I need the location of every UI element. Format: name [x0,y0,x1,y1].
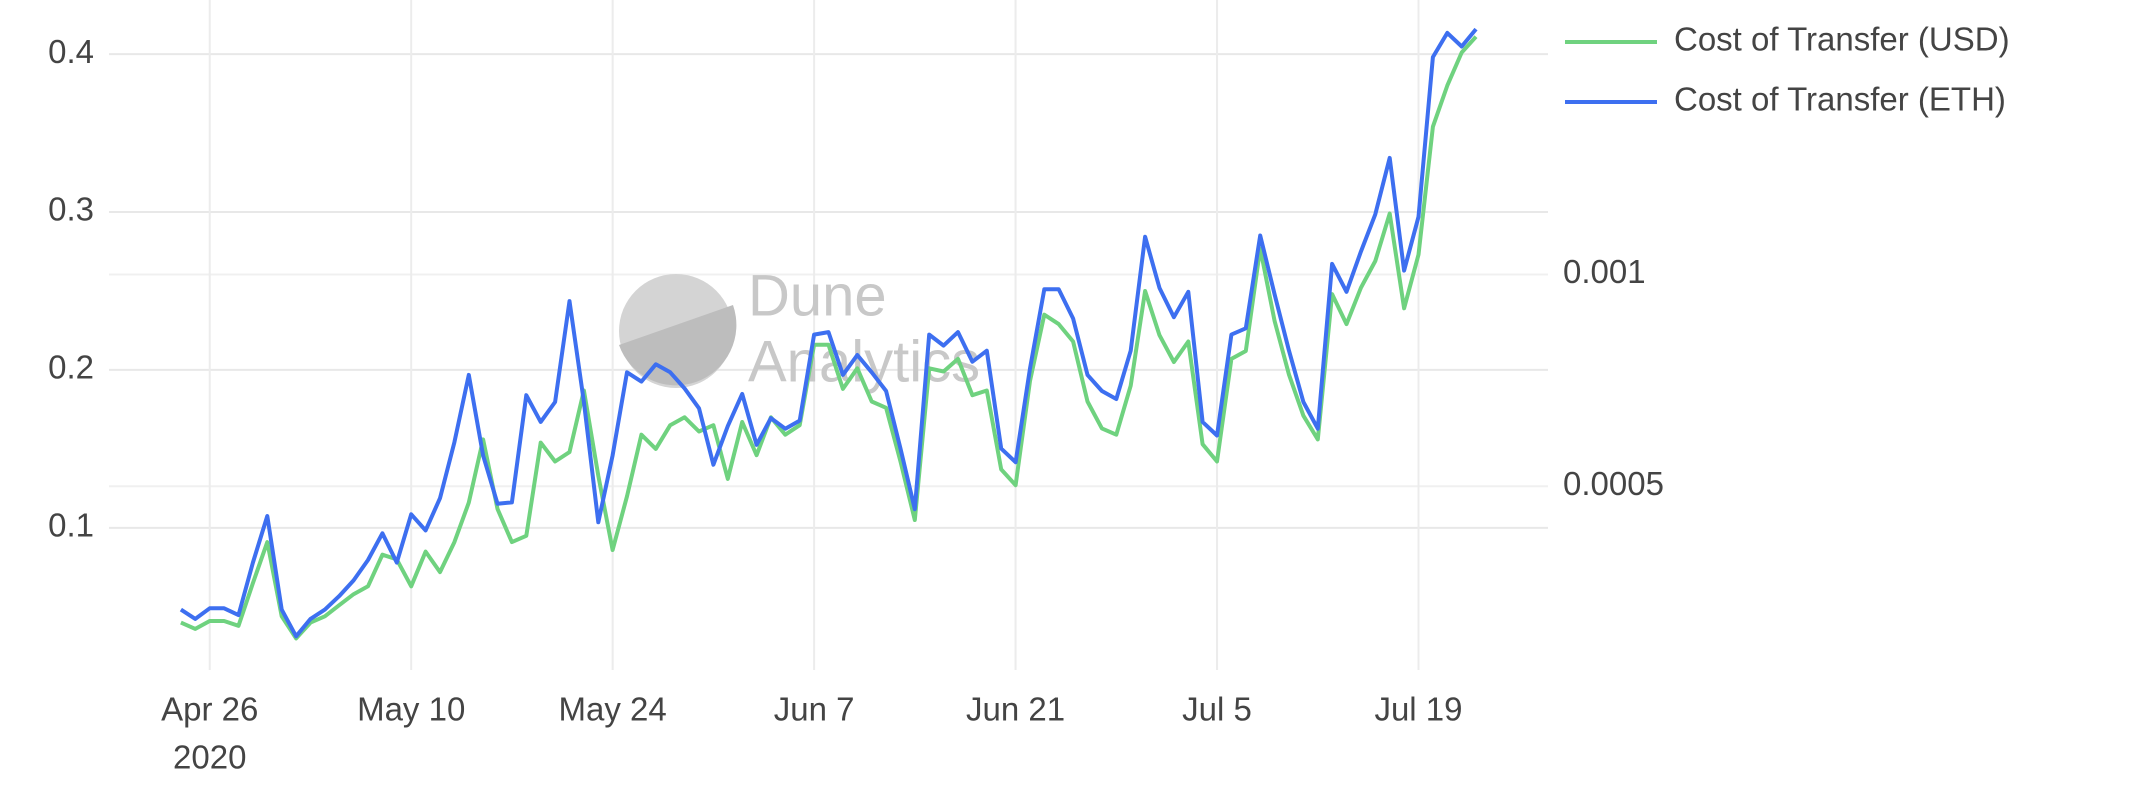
x-tick-label: Apr 26 [161,691,258,728]
x-tick-label: Jun 7 [774,691,855,728]
watermark-logo-part [619,305,737,386]
x-tick-label: May 24 [559,691,667,728]
legend-label: Cost of Transfer (ETH) [1674,81,2006,118]
x-tick-label: Jun 21 [966,691,1065,728]
x-tick-label: May 10 [357,691,465,728]
x-tick-label: Jul 19 [1374,691,1462,728]
x-tick-sublabel: 2020 [173,739,246,776]
y-tick-label: 0.4 [48,33,94,70]
y-tick-label: 0.3 [48,191,94,228]
y-tick-label: 0.1 [48,507,94,544]
legend-label: Cost of Transfer (USD) [1674,21,2010,58]
y2-tick-label: 0.0005 [1563,465,1664,502]
watermark: Dune Analytics [619,263,980,394]
y2-tick-label: 0.001 [1563,253,1646,290]
series-line [179,27,1478,639]
y-tick-label: 0.2 [48,349,94,386]
x-tick-label: Jul 5 [1182,691,1252,728]
grid [109,0,1548,670]
watermark-text: Dune [748,263,887,328]
